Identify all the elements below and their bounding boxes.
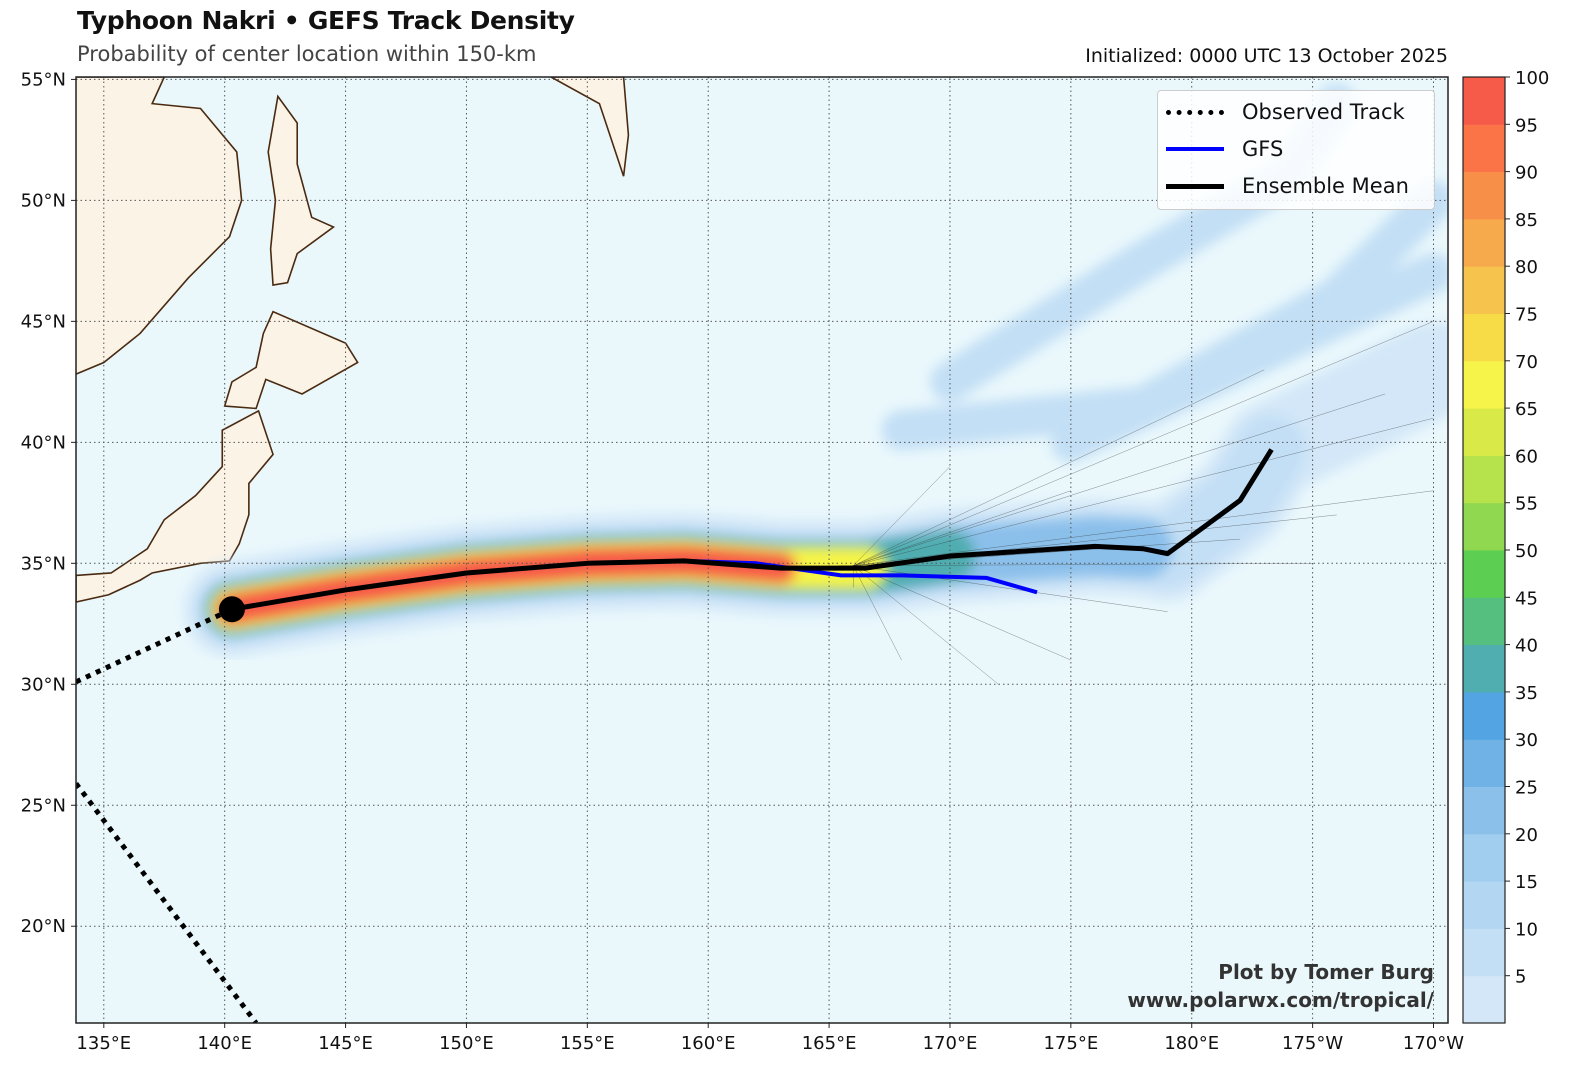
y-tick-label: 20°N xyxy=(21,916,66,937)
colorbar-label: 10 xyxy=(1515,919,1538,940)
colorbar-band xyxy=(1463,739,1505,787)
colorbar-label: 100 xyxy=(1515,68,1549,89)
legend: Observed Track GFS Ensemble Mean xyxy=(1157,90,1435,210)
legend-mean: Ensemble Mean xyxy=(1166,171,1409,201)
colorbar-label: 45 xyxy=(1515,588,1538,609)
colorbar-band xyxy=(1463,124,1505,173)
land-masses xyxy=(76,77,630,603)
colorbar-band xyxy=(1463,266,1505,314)
colorbar-band xyxy=(1463,691,1505,740)
colorbar-label: 65 xyxy=(1515,399,1538,420)
x-tick-label: 145°E xyxy=(318,1033,373,1054)
y-tick-label: 25°N xyxy=(21,795,66,816)
current-position-marker xyxy=(218,596,245,623)
map-frame xyxy=(75,76,1449,1024)
observed-track xyxy=(76,607,233,685)
x-tick-label: 165°E xyxy=(802,1033,857,1054)
x-tick-label: 170°E xyxy=(923,1033,978,1054)
x-tick-label: 175°E xyxy=(1043,1033,1098,1054)
landmass xyxy=(267,94,336,287)
colorbar-band xyxy=(1463,928,1505,977)
colorbar-label: 25 xyxy=(1515,778,1538,799)
colorbar-label: 30 xyxy=(1515,730,1538,751)
legend-gfs: GFS xyxy=(1166,134,1283,164)
credit-author: Plot by Tomer Burg xyxy=(1218,960,1434,984)
colorbar-label: 5 xyxy=(1515,967,1526,988)
blue-line-icon xyxy=(1166,147,1224,151)
colorbar-label: 75 xyxy=(1515,305,1538,326)
y-tick-label: 40°N xyxy=(21,432,66,453)
chart-subtitle: Probability of center location within 15… xyxy=(77,42,537,66)
density-band xyxy=(1050,252,1448,463)
landmass xyxy=(550,77,630,177)
colorbar-label: 35 xyxy=(1515,683,1538,704)
colorbar-band xyxy=(1463,881,1505,929)
x-tick-label: 135°E xyxy=(76,1033,131,1054)
colorbar-band xyxy=(1463,218,1505,267)
x-tick-label: 155°E xyxy=(560,1033,615,1054)
colorbar-label: 20 xyxy=(1515,825,1538,846)
colorbar-label: 50 xyxy=(1515,541,1538,562)
legend-label: Observed Track xyxy=(1242,100,1405,124)
x-tick-label: 150°E xyxy=(439,1033,494,1054)
colorbar-band xyxy=(1463,360,1505,409)
colorbar-band xyxy=(1463,502,1505,551)
y-tick-label: 55°N xyxy=(21,69,66,90)
colorbar-band xyxy=(1463,786,1505,835)
colorbar-band xyxy=(1463,644,1505,693)
colorbar-label: 55 xyxy=(1515,494,1538,515)
colorbar-band xyxy=(1463,597,1505,646)
chart-title: Typhoon Nakri • GEFS Track Density xyxy=(77,6,575,35)
colorbar-label: 60 xyxy=(1515,446,1538,467)
colorbar-label: 70 xyxy=(1515,352,1538,373)
colorbar-label: 15 xyxy=(1515,872,1538,893)
x-tick-label: 175°W xyxy=(1282,1033,1343,1054)
ensemble-mean-track xyxy=(231,448,1274,612)
y-tick-label: 30°N xyxy=(21,674,66,695)
colorbar-band xyxy=(1463,833,1505,882)
colorbar-band xyxy=(1463,408,1505,456)
legend-observed: Observed Track xyxy=(1166,97,1405,127)
x-tick-label: 170°W xyxy=(1403,1033,1464,1054)
legend-label: Ensemble Mean xyxy=(1242,174,1409,198)
legend-label: GFS xyxy=(1242,137,1284,161)
y-axis: 55°N 50°N 45°N 40°N 35°N 30°N 25°N 20°N xyxy=(21,69,76,937)
colorbar-band xyxy=(1463,550,1505,598)
colorbar-label: 40 xyxy=(1515,636,1538,657)
colorbar-label: 80 xyxy=(1515,257,1538,278)
gridlines xyxy=(76,77,1448,1023)
y-tick-label: 35°N xyxy=(21,553,66,574)
dotted-line-icon xyxy=(1166,109,1224,115)
init-time: Initialized: 0000 UTC 13 October 2025 xyxy=(1085,45,1448,67)
colorbar: 5 10 15 20 25 30 35 40 45 50 55 60 65 70 75 80 85 90 95 100 xyxy=(1462,68,1549,1024)
y-tick-label: 50°N xyxy=(21,190,66,211)
colorbar-band xyxy=(1463,77,1505,125)
colorbar-label: 95 xyxy=(1515,115,1538,136)
colorbar-band xyxy=(1463,171,1505,220)
colorbar-label: 85 xyxy=(1515,210,1538,231)
colorbar-band xyxy=(1463,455,1505,504)
x-tick-label: 180°E xyxy=(1164,1033,1219,1054)
landmass xyxy=(76,77,243,375)
x-axis: 135°E 140°E 145°E 150°E 155°E 160°E 165°E 170°E… xyxy=(76,1023,1464,1054)
tracks xyxy=(76,448,1274,1023)
colorbar-label: 90 xyxy=(1515,163,1538,184)
landmass xyxy=(76,409,274,603)
black-line-icon xyxy=(1166,183,1224,189)
colorbar-band xyxy=(1463,313,1505,362)
credit-url[interactable]: www.polarwx.com/tropical/ xyxy=(1127,988,1434,1012)
colorbar-band xyxy=(1463,975,1505,1024)
x-tick-label: 160°E xyxy=(681,1033,736,1054)
x-tick-label: 140°E xyxy=(197,1033,252,1054)
y-tick-label: 45°N xyxy=(21,311,66,332)
